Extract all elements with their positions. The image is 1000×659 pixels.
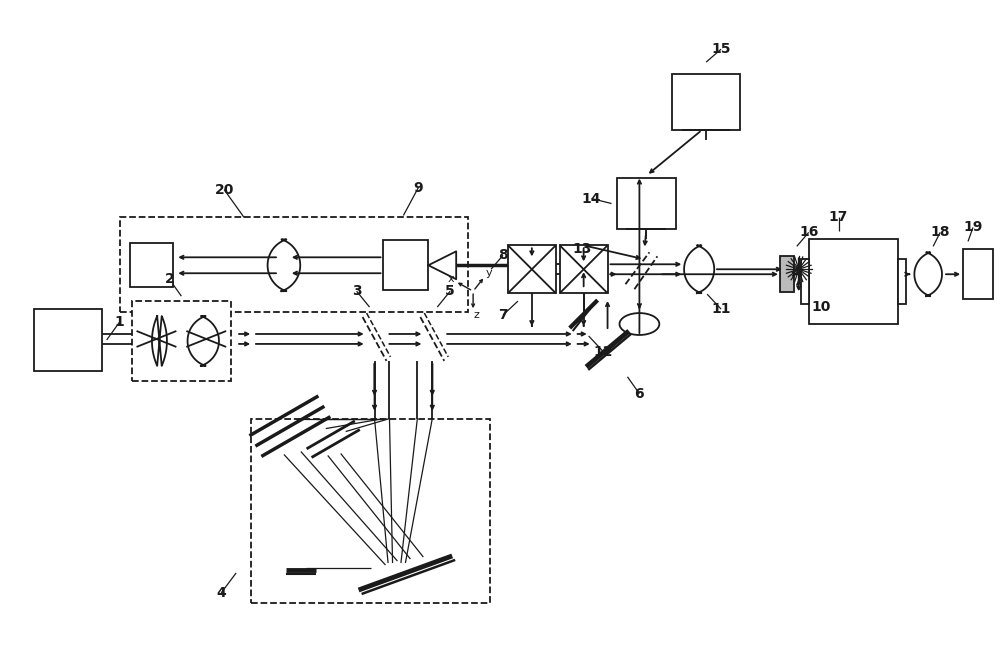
Bar (130, 243, 173, 287)
Text: 18: 18 (930, 225, 950, 239)
Bar (780, 256, 794, 292)
Text: z: z (473, 310, 479, 320)
Text: 9: 9 (414, 181, 423, 194)
Bar (963, 249, 993, 299)
Text: y: y (486, 268, 492, 278)
Text: 20: 20 (214, 183, 234, 196)
Bar (801, 259, 809, 304)
Polygon shape (428, 251, 456, 279)
Text: 10: 10 (811, 300, 830, 314)
Bar (617, 178, 676, 229)
Text: 17: 17 (829, 210, 848, 225)
Bar (251, 418, 490, 603)
Text: 1: 1 (115, 315, 124, 329)
Bar (34, 309, 102, 371)
Text: 5: 5 (445, 284, 455, 298)
Text: 19: 19 (963, 220, 983, 235)
Text: 14: 14 (582, 192, 601, 206)
Bar (508, 245, 556, 293)
Text: 8: 8 (498, 248, 508, 262)
Text: 3: 3 (352, 284, 361, 298)
Bar (560, 245, 608, 293)
Text: 11: 11 (711, 302, 731, 316)
Bar (383, 241, 428, 290)
Text: x: x (448, 274, 455, 284)
Text: 16: 16 (799, 225, 818, 239)
Text: 6: 6 (635, 387, 644, 401)
Bar (898, 259, 906, 304)
Text: 15: 15 (711, 42, 731, 56)
Bar (672, 74, 740, 130)
Text: 7: 7 (498, 308, 508, 322)
Text: 13: 13 (572, 243, 591, 256)
Text: 2: 2 (165, 272, 174, 286)
Bar (132, 301, 231, 381)
Text: 12: 12 (594, 345, 613, 359)
Bar (809, 239, 898, 324)
Text: 4: 4 (216, 586, 226, 600)
Bar (120, 217, 468, 312)
